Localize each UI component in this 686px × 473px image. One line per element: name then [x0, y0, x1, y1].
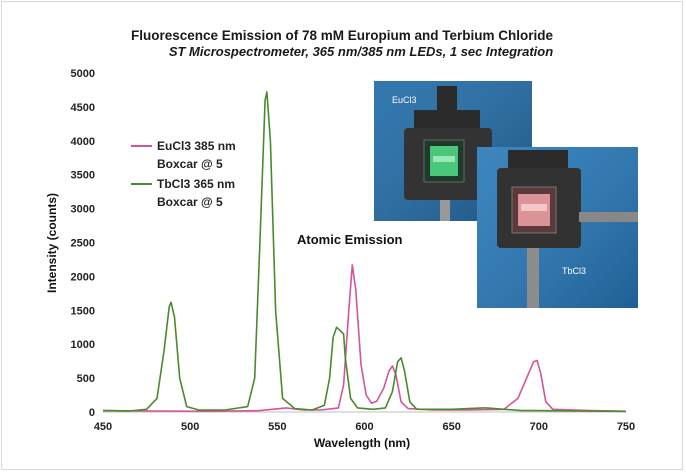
- y-axis-ticks: 0 500 1000 1500 2000 2500 3000 3500 4000 4500 5000: [71, 68, 95, 419]
- series-line-tbcl3: [102, 91, 627, 413]
- x-tick-label: 650: [442, 421, 460, 433]
- y-tick-label: 4500: [71, 102, 95, 114]
- photo-label-tbcl3: TbCl3: [562, 266, 586, 276]
- y-tick-label: 2000: [71, 271, 95, 283]
- chart-title: Fluorescence Emission of 78 mM Europium …: [131, 28, 554, 43]
- y-tick-label: 2500: [71, 238, 95, 250]
- x-axis-label: Wavelength (nm): [314, 436, 410, 450]
- y-tick-label: 500: [77, 373, 95, 385]
- x-tick-label: 500: [181, 421, 199, 433]
- x-tick-label: 550: [268, 421, 286, 433]
- legend-label-tbcl3-line1: TbCl3 365 nm: [157, 177, 235, 191]
- y-tick-label: 4000: [71, 136, 95, 148]
- x-tick-label: 600: [355, 421, 373, 433]
- x-axis-ticks: 450 500 550 600 650 700 750: [94, 421, 635, 433]
- x-tick-label: 750: [617, 421, 635, 433]
- legend-label-eucl3-line2: Boxcar @ 5: [157, 157, 223, 171]
- annotation-atomic-emission: Atomic Emission: [297, 232, 403, 247]
- chart-subtitle: ST Microspectrometer, 365 nm/385 nm LEDs…: [169, 44, 553, 59]
- photo-label-eucl3: EuCl3: [392, 95, 417, 105]
- x-tick-label: 450: [94, 421, 112, 433]
- legend-label-eucl3-line1: EuCl3 385 nm: [157, 139, 236, 153]
- series-lines: [102, 91, 627, 413]
- y-tick-label: 1500: [71, 305, 95, 317]
- y-tick-label: 0: [89, 407, 95, 419]
- photo-tbcl3: TbCl3: [477, 147, 638, 308]
- legend: EuCl3 385 nm Boxcar @ 5 TbCl3 365 nm Box…: [131, 139, 236, 209]
- y-tick-label: 3500: [71, 170, 95, 182]
- legend-label-tbcl3-line2: Boxcar @ 5: [157, 195, 223, 209]
- y-axis-label: Intensity (counts): [45, 193, 59, 293]
- x-tick-label: 700: [530, 421, 548, 433]
- y-tick-label: 1000: [71, 339, 95, 351]
- y-tick-label: 5000: [71, 68, 95, 80]
- y-tick-label: 3000: [71, 204, 95, 216]
